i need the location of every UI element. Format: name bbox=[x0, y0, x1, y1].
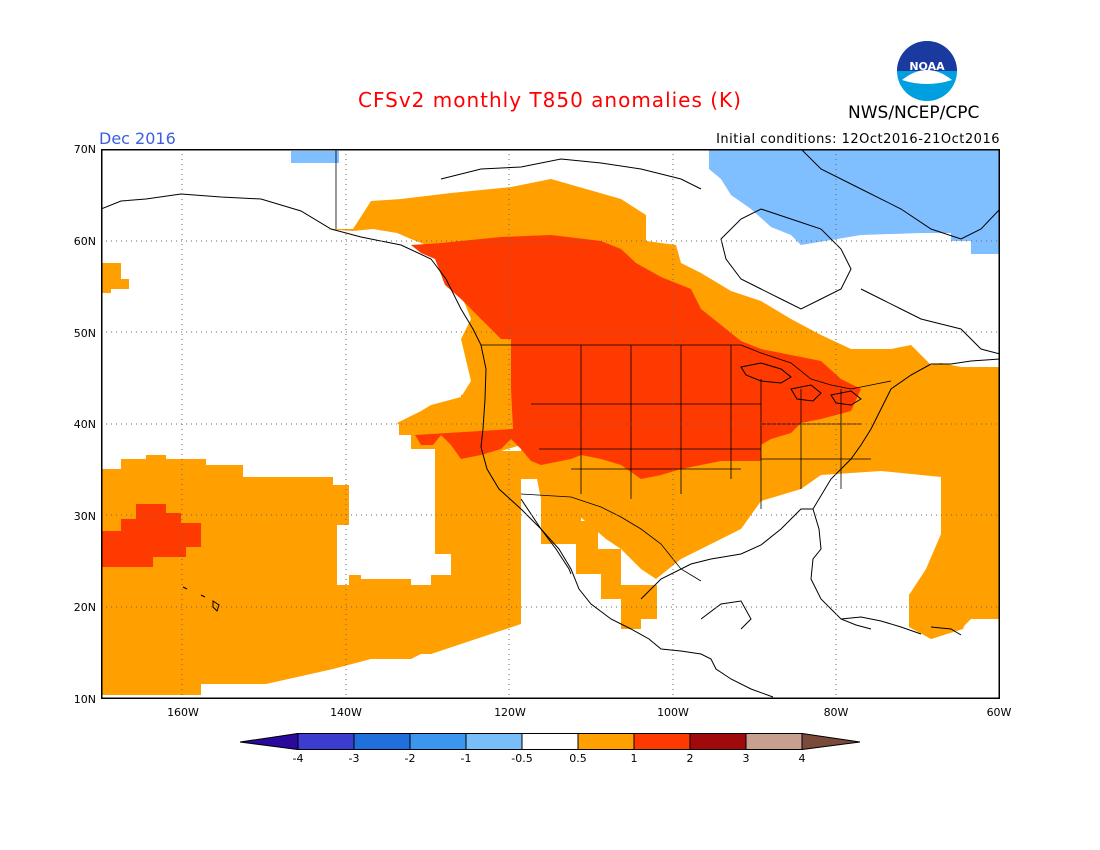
lat-label-60n: 60N bbox=[73, 235, 96, 248]
colorbar bbox=[240, 733, 861, 750]
colorbar-label-n1: -1 bbox=[460, 752, 472, 765]
coastlines bbox=[101, 149, 1000, 698]
colorbar-label-3: 3 bbox=[742, 752, 750, 765]
anomaly-region-pacific-hot bbox=[101, 504, 201, 567]
colorbar-high-arrow bbox=[802, 733, 860, 750]
noaa-logo: NOAA bbox=[896, 40, 958, 102]
lon-label-100w: 100W bbox=[657, 706, 689, 719]
political-borders bbox=[335, 149, 892, 582]
logo-text: NOAA bbox=[909, 60, 945, 73]
colorbar-label-2: 2 bbox=[686, 752, 694, 765]
colorbar-swatch-n4-n3 bbox=[298, 733, 354, 750]
anomaly-region-pacific-warm bbox=[101, 381, 657, 695]
lon-label-80w: 80W bbox=[823, 706, 849, 719]
lon-label-140w: 140W bbox=[330, 706, 362, 719]
anomaly-region-alaska-cool bbox=[291, 151, 339, 163]
lon-label-60w: 60W bbox=[986, 706, 1012, 719]
chart-title: CFSv2 monthly T850 anomalies (K) bbox=[358, 88, 742, 112]
colorbar-swatch-2-3 bbox=[690, 733, 746, 750]
colorbar-label-05: 0.5 bbox=[569, 752, 587, 765]
colorbar-swatch-neutral bbox=[522, 733, 578, 750]
lat-label-40n: 40N bbox=[73, 418, 96, 431]
grid-lines bbox=[101, 149, 1000, 699]
colorbar-label-n2: -2 bbox=[404, 752, 416, 765]
anomaly-region-atlantic-warm bbox=[881, 363, 1000, 639]
colorbar-label-4: 4 bbox=[798, 752, 806, 765]
lat-label-70n: 70N bbox=[73, 143, 96, 156]
anomaly-region-hudson-cool bbox=[709, 149, 1000, 254]
lat-label-10n: 10N bbox=[73, 693, 96, 706]
anomaly-map bbox=[101, 149, 1000, 699]
colorbar-label-1: 1 bbox=[630, 752, 638, 765]
colorbar-label-n05: -0.5 bbox=[511, 752, 533, 765]
forecast-month: Dec 2016 bbox=[99, 129, 176, 148]
lon-label-120w: 120W bbox=[494, 706, 526, 719]
lat-label-50n: 50N bbox=[73, 327, 96, 340]
colorbar-swatch-3-4 bbox=[746, 733, 802, 750]
anomaly-region-bering-warm bbox=[101, 263, 129, 293]
org-label: NWS/NCEP/CPC bbox=[848, 103, 980, 123]
initial-conditions: Initial conditions: 12Oct2016-21Oct2016 bbox=[716, 132, 1000, 147]
colorbar-swatch-05-1 bbox=[578, 733, 634, 750]
colorbar-swatch-n2-n1 bbox=[410, 733, 466, 750]
colorbar-swatch-1-2 bbox=[634, 733, 690, 750]
colorbar-swatch-n1-n05 bbox=[466, 733, 522, 750]
anomaly-region-na-hot bbox=[411, 235, 861, 479]
lat-label-20n: 20N bbox=[73, 601, 96, 614]
colorbar-swatch-n3-n2 bbox=[354, 733, 410, 750]
map-frame bbox=[101, 149, 1000, 699]
lon-label-160w: 160W bbox=[167, 706, 199, 719]
colorbar-label-n4: -4 bbox=[292, 752, 304, 765]
colorbar-label-n3: -3 bbox=[348, 752, 360, 765]
colorbar-low-arrow bbox=[240, 733, 298, 750]
lat-label-30n: 30N bbox=[73, 510, 96, 523]
